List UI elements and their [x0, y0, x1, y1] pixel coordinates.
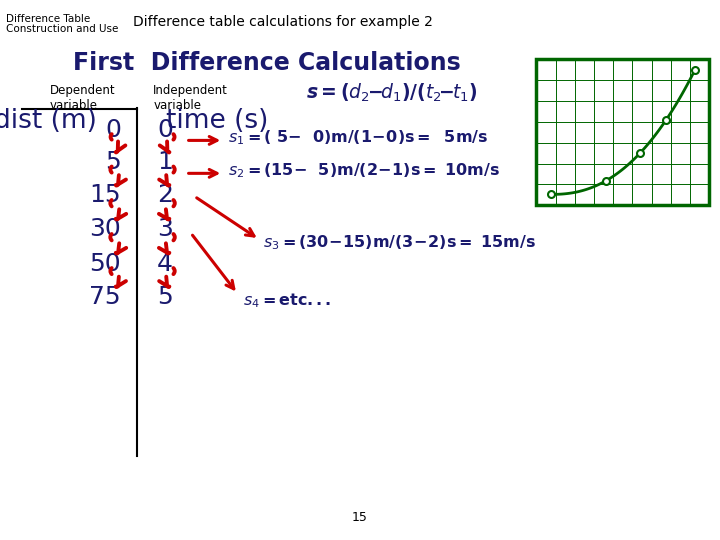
- Text: 50: 50: [89, 252, 121, 275]
- Text: 0: 0: [157, 118, 173, 141]
- Text: 3: 3: [157, 218, 173, 241]
- Text: Independent
variable: Independent variable: [153, 84, 228, 112]
- Bar: [536, 59, 709, 205]
- Text: 4: 4: [157, 252, 173, 275]
- Text: dist (m): dist (m): [0, 108, 97, 134]
- Text: $\boldsymbol{s = (d_2\!\!-\!\! d_1)/(t_2\!\!-\!\! t_1)}$: $\boldsymbol{s = (d_2\!\!-\!\! d_1)/(t_2…: [306, 82, 477, 104]
- Text: 5: 5: [157, 285, 173, 309]
- Text: 0: 0: [105, 118, 121, 141]
- Text: Dependent
variable: Dependent variable: [50, 84, 116, 112]
- Text: $\boldsymbol{s_3}$$\bf{ = (30\!-\! 15)m/(3\!-\! 2)s = \ 15m/s}$: $\boldsymbol{s_3}$$\bf{ = (30\!-\! 15)m/…: [263, 233, 536, 252]
- Text: $\boldsymbol{s_2}$$\bf{ = (15\!-\!\ \ 5)m/(2\!-\! 1)s = \ 10m/s}$: $\boldsymbol{s_2}$$\bf{ = (15\!-\!\ \ 5)…: [228, 161, 500, 180]
- Text: 15: 15: [352, 511, 368, 524]
- Text: time (s): time (s): [166, 108, 268, 134]
- Text: 30: 30: [89, 218, 121, 241]
- Text: 2: 2: [157, 184, 173, 207]
- Text: 15: 15: [89, 184, 121, 207]
- Text: 5: 5: [105, 150, 121, 174]
- Text: 75: 75: [89, 285, 121, 309]
- Text: 1: 1: [157, 150, 173, 174]
- Text: First  Difference Calculations: First Difference Calculations: [73, 51, 460, 75]
- Text: Difference Table: Difference Table: [6, 14, 90, 24]
- Text: $\boldsymbol{s_4}$$\bf{ = etc...}$: $\boldsymbol{s_4}$$\bf{ = etc...}$: [243, 291, 332, 309]
- Text: Difference table calculations for example 2: Difference table calculations for exampl…: [133, 15, 433, 29]
- Text: $\boldsymbol{s_1}$$\bf{ = ( \ 5\!-\!\ \ 0)m/(1\!-\! 0)s = \ \ 5m/s}$: $\boldsymbol{s_1}$$\bf{ = ( \ 5\!-\!\ \ …: [228, 129, 487, 147]
- Text: Construction and Use: Construction and Use: [6, 24, 118, 35]
